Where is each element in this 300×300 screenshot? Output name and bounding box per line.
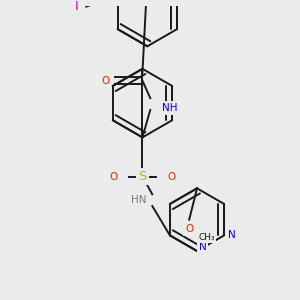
Text: CH₃: CH₃ [199, 233, 215, 242]
Text: S: S [138, 170, 147, 183]
Text: O: O [109, 172, 117, 182]
Text: O: O [185, 224, 193, 235]
Text: NH: NH [162, 103, 178, 113]
Text: N: N [199, 242, 207, 252]
Text: O: O [101, 76, 109, 85]
Text: HN: HN [131, 195, 146, 205]
Text: N: N [228, 230, 236, 240]
Text: O: O [168, 172, 176, 182]
Text: I: I [75, 0, 78, 13]
